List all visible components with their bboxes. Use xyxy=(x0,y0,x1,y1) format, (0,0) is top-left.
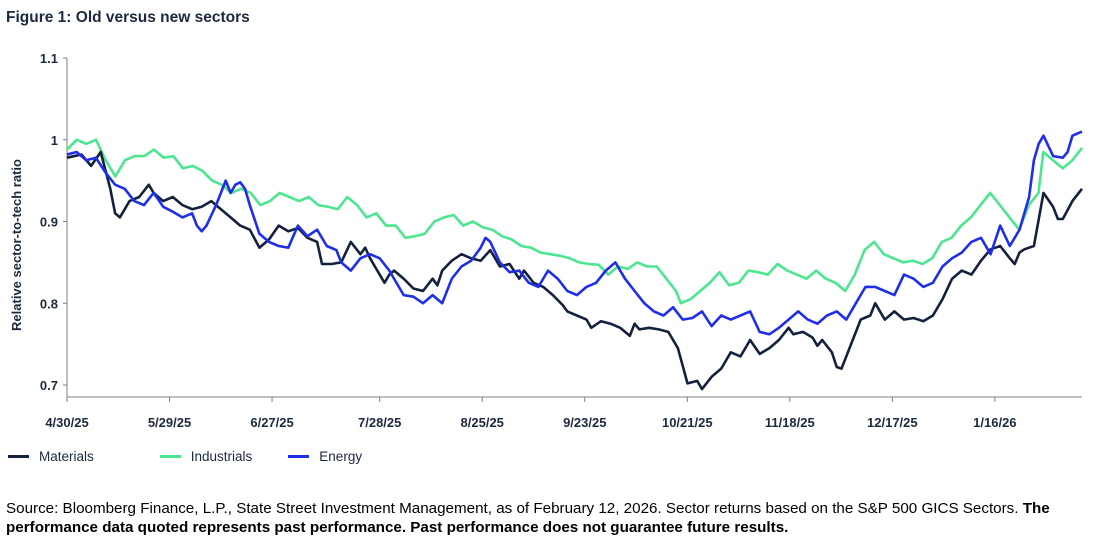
legend-swatch-materials xyxy=(8,455,29,458)
disclaimer-text: The performance data quoted represents p… xyxy=(6,500,1050,536)
x-tick-label: 5/29/25 xyxy=(148,415,191,430)
y-tick-label: 0.8 xyxy=(40,296,58,311)
chart-legend: Materials Industrials Energy xyxy=(8,449,398,464)
y-tick-label: 0.7 xyxy=(40,378,58,393)
source-note: Source: Bloomberg Finance, L.P., State S… xyxy=(6,499,1096,537)
legend-label-materials: Materials xyxy=(39,449,94,464)
legend-label-energy: Energy xyxy=(319,449,363,464)
x-tick-label: 1/16/26 xyxy=(973,415,1016,430)
x-tick-label: 4/30/25 xyxy=(45,415,88,430)
x-tick-label: 6/27/25 xyxy=(250,415,293,430)
y-tick-label: 1.1 xyxy=(40,51,58,66)
x-tick-label: 8/25/25 xyxy=(461,415,504,430)
legend-swatch-industrials xyxy=(159,455,181,458)
x-tick-label: 7/28/25 xyxy=(358,415,401,430)
chart-series xyxy=(66,130,1084,391)
source-text: Source: Bloomberg Finance, L.P., State S… xyxy=(6,500,1019,517)
legend-item-industrials: Industrials xyxy=(159,449,253,464)
legend-item-materials: Materials xyxy=(8,449,94,464)
series-line-energy xyxy=(66,130,1083,336)
legend-item-energy: Energy xyxy=(288,449,362,464)
legend-swatch-energy xyxy=(288,455,310,458)
series-line-industrials xyxy=(66,138,1084,305)
series-line-materials xyxy=(66,150,1084,391)
legend-label-industrials: Industrials xyxy=(190,449,253,464)
chart-axes: 0.7 0.8 0.9 1 1.1 4/30/25 5/29/25 6/27/25 7/28/2… xyxy=(40,51,1082,430)
y-tick-label: 1 xyxy=(51,133,58,148)
x-tick-label: 9/23/25 xyxy=(563,415,606,430)
x-tick-label: 11/18/25 xyxy=(765,415,815,430)
figure-title: Figure 1: Old versus new sectors xyxy=(6,9,250,26)
x-tick-label: 10/21/25 xyxy=(662,415,713,430)
y-axis-label: Relative sector-to-tech ratio xyxy=(9,159,24,331)
x-tick-label: 12/17/25 xyxy=(867,415,918,430)
y-tick-label: 0.9 xyxy=(40,215,58,230)
